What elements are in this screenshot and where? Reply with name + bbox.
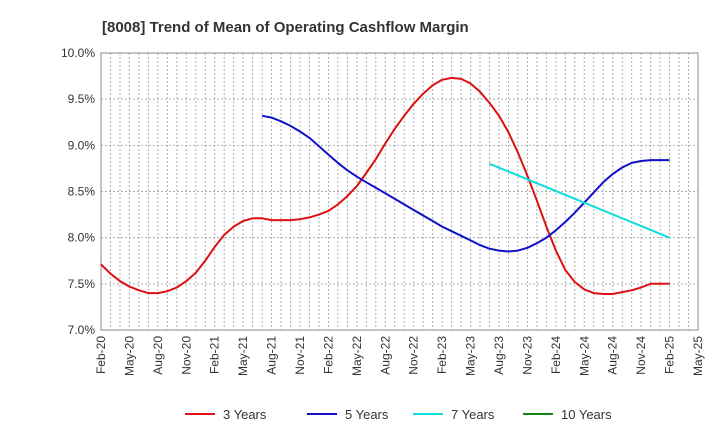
x-tick-label: Nov-23 [520,336,534,375]
y-tick-label: 10.0% [61,46,95,60]
gridlines [101,53,698,330]
y-tick-label: 8.5% [68,185,96,199]
x-tick-label: May-22 [350,336,364,376]
x-tick-label: Feb-25 [663,336,677,374]
x-tick-label: May-23 [464,336,478,376]
series-lines [100,76,670,295]
x-tick-label: Feb-23 [435,336,449,374]
series-line-7-years [489,162,670,239]
legend-label: 7 Years [451,407,495,422]
x-tick-label: Aug-23 [492,336,506,375]
chart-title: [8008] Trend of Mean of Operating Cashfl… [102,19,469,36]
series-line-3-years [100,76,670,295]
x-axis-ticks: Feb-20 May-20 Aug-20 Nov-20 Feb-21 May-21 Aug-… [94,336,705,376]
x-tick-label: Aug-24 [606,336,620,375]
x-tick-label: Aug-22 [378,336,392,375]
y-tick-label: 7.0% [68,323,96,337]
x-tick-label: May-24 [577,336,591,376]
x-tick-label: Nov-24 [634,336,648,375]
x-tick-label: Feb-22 [321,336,335,374]
series-line-5-years [261,114,670,253]
x-tick-label: Nov-20 [179,336,193,375]
x-tick-label: Feb-24 [549,336,563,374]
x-tick-label: Aug-20 [151,336,165,375]
x-tick-label: May-25 [691,336,705,376]
legend-label: 5 Years [345,407,389,422]
y-tick-label: 9.5% [68,92,96,106]
x-tick-label: Aug-21 [265,336,279,375]
x-tick-label: May-20 [122,336,136,376]
legend: 3 Years 5 Years 7 Years 10 Years [185,407,612,422]
y-tick-label: 8.0% [68,231,96,245]
y-axis-ticks: 7.0% 7.5% 8.0% 8.5% 9.0% 9.5% 10.0% [61,46,95,337]
x-tick-label: Nov-22 [407,336,421,375]
y-tick-label: 7.5% [68,277,96,291]
legend-label: 10 Years [561,407,612,422]
y-tick-label: 9.0% [68,138,96,152]
x-tick-label: Feb-21 [208,336,222,374]
plot-area-border [100,52,699,331]
x-tick-label: Feb-20 [94,336,108,374]
x-tick-label: Nov-21 [293,336,307,375]
legend-label: 3 Years [223,407,267,422]
x-tick-label: May-21 [236,336,250,376]
